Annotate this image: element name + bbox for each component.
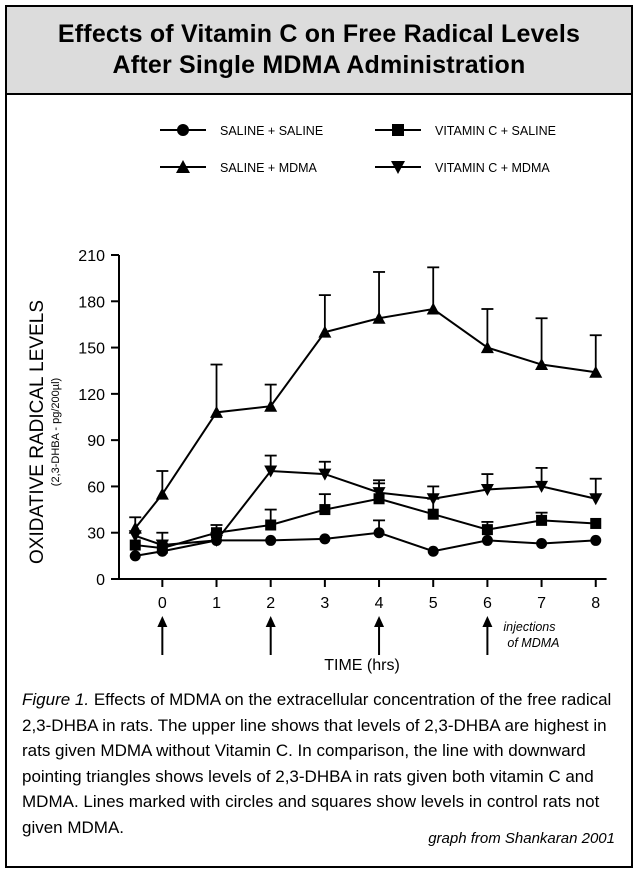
x-tick-label: 3 [320,595,329,612]
data-point [265,534,277,546]
x-tick-label: 0 [158,595,167,612]
x-tick-label: 8 [591,595,600,612]
y-tick-label: 210 [78,248,105,265]
arrow-head [265,616,276,627]
series-vitamin-c-mdma [128,454,603,552]
x-tick-label: 4 [375,595,384,612]
legend-marker [391,161,405,174]
y-tick-label: 120 [78,387,105,404]
data-point [481,534,493,546]
axes: 0 30 60 90 120 150 180 210 0 1 2 3 4 5 6 7 8 [78,248,607,612]
title-line-1: Effects of Vitamin C on Free Radical Lev… [57,20,581,48]
arrow-head [374,616,385,627]
arrow-head [157,616,168,627]
data-point [536,538,548,550]
series-line [135,497,596,550]
data-point [129,550,141,562]
data-point [589,365,603,378]
y-tick-label: 30 [87,526,105,543]
data-point [264,465,278,478]
data-point [426,302,440,315]
injection-label-line-2: of MDMA [507,636,559,650]
data-point [373,527,385,539]
injection-arrow [482,616,493,655]
legend: SALINE + SALINE VITAMIN C + SALINE SALINE … [160,124,556,175]
data-point [318,325,332,338]
data-point [319,533,331,545]
y-axis-sublabel: (2,3-DHBA - pg/200µl) [50,378,62,486]
data-point [480,341,494,354]
data-point [318,468,332,481]
legend-item: VITAMIN C + SALINE [375,124,556,138]
x-tick-label: 1 [212,595,221,612]
x-tick-label: 2 [266,595,275,612]
data-point [535,358,549,371]
series-line [134,469,596,547]
series-saline-mdma [128,266,603,534]
y-axis-label: OXIDATIVE RADICAL LEVELS [27,300,48,564]
data-point [210,405,224,418]
legend-item: SALINE + MDMA [160,160,318,175]
legend-marker [176,160,190,173]
legend-marker [392,124,404,136]
injection-label-line-1: injections [503,620,555,634]
legend-item: VITAMIN C + MDMA [375,161,550,175]
injection-arrow [157,616,168,655]
data-point [536,514,548,526]
data-point [589,493,603,506]
data-point [155,487,169,500]
data-point [372,487,386,500]
injection-markers: injections of MDMA [157,616,559,655]
caption-text: Effects of MDMA on the extracellular con… [22,690,612,837]
y-tick-label: 90 [87,433,105,450]
legend-marker [177,124,189,136]
data-point [128,530,142,543]
data-point [155,539,169,552]
data-point [210,534,224,547]
line-chart: SALINE + SALINE VITAMIN C + SALINE SALINE … [27,124,607,674]
figure-frame: Effects of Vitamin C on Free Radical Lev… [5,5,633,868]
legend-label: VITAMIN C + SALINE [435,124,556,138]
x-axis-label: TIME (hrs) [324,657,400,674]
legend-item: SALINE + SALINE [160,124,323,138]
data-point [480,484,494,497]
caption-figure-label: Figure 1. [22,690,90,709]
x-tick-label: 7 [537,595,546,612]
data-point [590,517,602,529]
data-point [129,539,141,551]
data-point [264,399,278,412]
title-banner: Effects of Vitamin C on Free Radical Lev… [7,7,631,95]
y-tick-label: 180 [78,294,105,311]
y-tick-label: 60 [87,479,105,496]
series-line [134,307,596,529]
legend-label: SALINE + SALINE [220,124,323,138]
title-line-2: After Single MDMA Administration [112,51,526,79]
legend-label: SALINE + MDMA [220,161,318,175]
injection-arrow [374,616,385,655]
data-point [427,545,439,557]
y-tick-label: 0 [96,572,105,589]
data-point [319,504,331,516]
data-point [535,480,549,493]
y-tick-label: 150 [78,341,105,358]
arrow-head [482,616,493,627]
data-point [265,519,277,531]
figure-caption: Figure 1. Effects of MDMA on the extrace… [22,687,618,840]
data-point [426,493,440,506]
source-credit: graph from Shankaran 2001 [428,830,615,847]
series-line [135,531,596,557]
data-point [481,524,493,536]
x-tick-label: 5 [429,595,438,612]
plot-area [128,266,603,562]
data-point [427,508,439,520]
legend-label: VITAMIN C + MDMA [435,161,550,175]
data-point [590,534,602,546]
x-tick-label: 6 [483,595,492,612]
data-point [372,311,386,324]
injection-arrow [265,616,276,655]
